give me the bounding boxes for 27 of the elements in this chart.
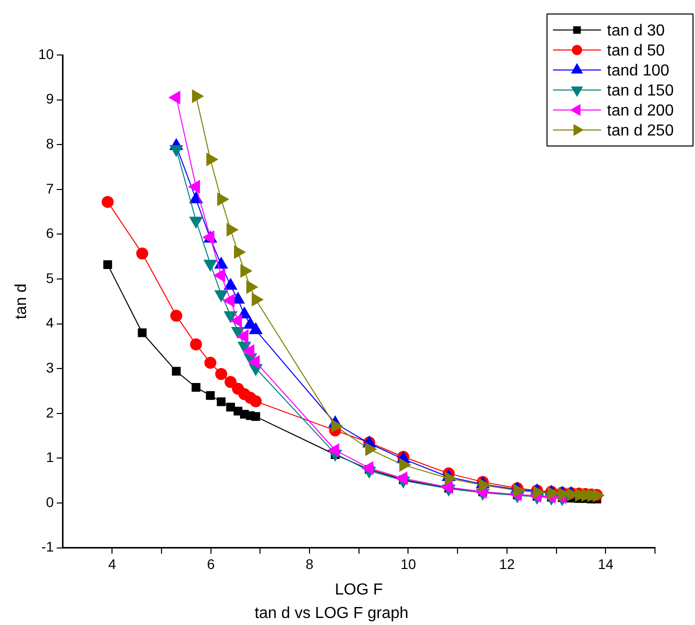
y-tick-label: 5 <box>46 270 54 286</box>
y-tick-label: 9 <box>46 90 54 107</box>
legend-label: tand 100 <box>607 62 670 80</box>
legend-label: tan d 200 <box>607 102 674 120</box>
y-tick-label: 8 <box>46 135 54 152</box>
legend-label: tan d 150 <box>607 82 674 100</box>
y-tick-label: 0 <box>46 494 54 510</box>
y-tick-label: 4 <box>46 314 54 331</box>
x-tick-label: 8 <box>306 556 314 572</box>
y-tick-label: -1 <box>41 538 54 555</box>
x-tick-label: 4 <box>108 556 116 572</box>
legend-label: tan d 250 <box>607 122 674 140</box>
y-tick-label: 3 <box>46 359 54 376</box>
y-tick-label: 6 <box>46 225 54 242</box>
x-axis-title: LOG F <box>334 582 384 599</box>
y-axis-title: tan d <box>13 284 30 320</box>
x-tick-label: 14 <box>598 556 614 572</box>
y-tick-label: 1 <box>46 449 54 466</box>
y-tick-label: 7 <box>46 180 54 196</box>
x-tick-label: 10 <box>400 556 416 572</box>
y-tick-label: 2 <box>46 404 54 420</box>
legend-label: tan d 30 <box>607 22 665 40</box>
legend-label: tan d 50 <box>607 42 665 60</box>
text: tan d vs LOG F graph <box>254 604 408 622</box>
x-tick-label: 6 <box>206 556 215 572</box>
x-tick-label: 12 <box>499 556 515 572</box>
y-tick-label: 10 <box>38 46 54 62</box>
